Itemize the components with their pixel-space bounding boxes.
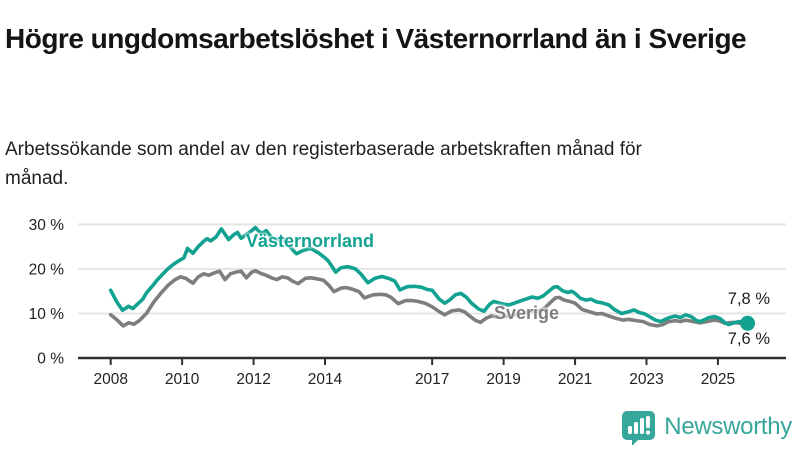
x-axis-label: 2017 [415, 371, 449, 388]
y-axis-label: 10 % [29, 306, 65, 323]
series-line-västernorrland [108, 225, 750, 327]
x-axis-label: 2012 [236, 371, 270, 388]
x-axis-label: 2025 [701, 371, 735, 388]
end-value-sverige: 7,6 % [727, 330, 770, 348]
series-label-vasternorrland: Västernorrland [246, 231, 375, 251]
x-axis-label: 2019 [486, 371, 520, 388]
latest-value-dot [740, 315, 756, 331]
y-axis-label: 30 % [29, 217, 65, 234]
newsworthy-logo[interactable]: Newsworthy [620, 408, 792, 445]
newsworthy-bubble-chart-icon [622, 411, 656, 445]
chart-subtitle: Arbetssökande som andel av den registerb… [5, 139, 642, 190]
x-axis-label: 2008 [93, 371, 127, 388]
newsworthy-logo-text: Newsworthy [664, 412, 792, 440]
y-axis-label: 0 % [37, 351, 64, 368]
y-axis-label: 20 % [29, 261, 65, 278]
x-axis-label: 2014 [308, 371, 343, 388]
end-value-vasternorrland: 7,8 % [727, 290, 770, 308]
x-axis-label: 2010 [165, 371, 200, 388]
x-axis-label: 2023 [629, 371, 663, 388]
series-label-sverige: Sverige [494, 303, 560, 323]
series-line-sverige [108, 268, 750, 328]
page-title: Högre ungdomsarbetslöshet i Västernorrla… [5, 22, 747, 54]
x-axis-label: 2021 [558, 371, 592, 388]
